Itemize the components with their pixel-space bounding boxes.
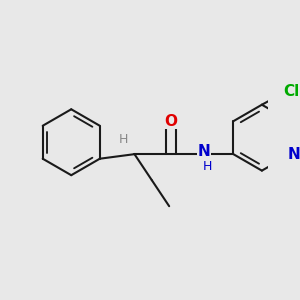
Text: Cl: Cl <box>283 84 299 99</box>
Text: N: N <box>197 144 210 159</box>
Text: H: H <box>119 133 128 146</box>
Text: N: N <box>288 147 300 162</box>
Text: H: H <box>203 160 212 172</box>
Text: O: O <box>164 114 177 129</box>
